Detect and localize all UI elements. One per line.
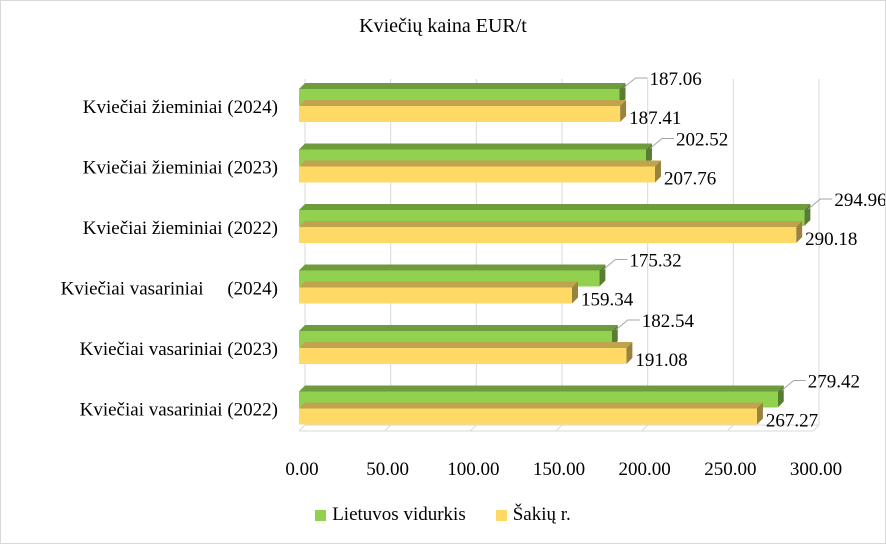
category-label: Kviečiai žieminiai (2022) xyxy=(83,218,278,239)
bar-side-face xyxy=(804,204,811,226)
gridline-floor xyxy=(384,424,392,432)
category-label: Kviečiai vasariniai (2022) xyxy=(80,400,278,421)
bar-top-face xyxy=(299,385,784,392)
leader-line xyxy=(623,77,648,89)
data-label: 159.34 xyxy=(581,290,634,311)
bar-side-face xyxy=(611,325,618,347)
x-tick-label: 100.00 xyxy=(447,459,499,480)
legend-label: Lietuvos vidurkis xyxy=(332,504,466,525)
data-label: 267.27 xyxy=(766,411,818,432)
leader-line xyxy=(649,138,674,149)
data-label: 182.54 xyxy=(642,311,695,332)
data-label: 187.41 xyxy=(629,108,681,129)
category-label: Kviečiai vasariniai (2024) xyxy=(61,279,278,300)
bar-side-face xyxy=(777,385,784,408)
leader-line xyxy=(808,198,833,210)
bar-top-face xyxy=(299,100,627,106)
bar-sakiu-r xyxy=(299,287,573,304)
x-tick-label: 150.00 xyxy=(533,459,585,480)
bar-sakiu-r xyxy=(299,106,621,122)
legend: Lietuvos vidurkis Šakių r. xyxy=(1,504,885,526)
x-tick-label: 200.00 xyxy=(619,459,671,480)
legend-item-sakiu-r: Šakių r. xyxy=(495,504,571,526)
leader-line xyxy=(603,259,628,270)
bar-side-face xyxy=(796,221,803,243)
legend-swatch-green xyxy=(315,509,327,521)
bar-side-face xyxy=(619,83,626,105)
bar-side-face xyxy=(572,281,579,304)
chart-title: Kviečių kaina EUR/t xyxy=(359,15,527,37)
gridline-floor xyxy=(641,424,649,432)
bar-top-face xyxy=(299,83,626,89)
gridline-floor xyxy=(469,424,477,432)
data-label: 294.96 xyxy=(834,190,885,211)
data-label: 191.08 xyxy=(635,350,687,371)
bar-side-face xyxy=(626,342,633,364)
data-label: 290.18 xyxy=(805,229,857,250)
bar-top-face xyxy=(299,204,811,210)
data-label: 175.32 xyxy=(629,251,681,272)
bar-sakiu-r xyxy=(299,227,797,243)
x-tick-label: 250.00 xyxy=(704,459,756,480)
legend-swatch-yellow xyxy=(495,509,507,521)
bar-side-face xyxy=(756,402,763,425)
bar-side-face xyxy=(654,160,661,183)
category-label: Kviečiai vasariniai (2023) xyxy=(80,339,278,360)
bar-top-face xyxy=(299,264,606,271)
data-label: 202.52 xyxy=(676,130,728,151)
bar-sakiu-r xyxy=(299,348,627,364)
gridline-floor xyxy=(555,424,563,432)
data-label: 187.06 xyxy=(649,69,701,90)
bar-top-face xyxy=(299,221,803,227)
gridline-floor xyxy=(812,424,820,432)
bar-sakiu-r xyxy=(299,408,757,425)
category-label: Kviečiai žieminiai (2024) xyxy=(83,97,278,118)
bar-side-face xyxy=(599,264,606,287)
gridline-floor xyxy=(298,424,306,432)
bar-top-face xyxy=(299,402,763,409)
gridline-floor xyxy=(726,424,734,432)
x-tick-label: 50.00 xyxy=(366,459,409,480)
category-label: Kviečiai žieminiai (2023) xyxy=(83,158,278,179)
data-label: 279.42 xyxy=(808,372,860,393)
bar-top-face xyxy=(299,342,633,348)
bar-side-face xyxy=(645,143,652,166)
x-tick-label: 300.00 xyxy=(790,459,842,480)
data-label: 207.76 xyxy=(664,169,716,190)
x-tick-label: 0.00 xyxy=(285,459,318,480)
leader-line xyxy=(615,319,640,331)
legend-label: Šakių r. xyxy=(512,504,571,525)
leader-line xyxy=(781,380,806,391)
bar-top-face xyxy=(299,160,661,167)
bar-top-face xyxy=(299,143,652,150)
bar-sakiu-r xyxy=(299,166,655,183)
bar-top-face xyxy=(299,325,618,331)
legend-item-lietuvos-vidurkis: Lietuvos vidurkis xyxy=(315,504,466,526)
bar-top-face xyxy=(299,281,579,288)
bar-side-face xyxy=(620,100,627,122)
